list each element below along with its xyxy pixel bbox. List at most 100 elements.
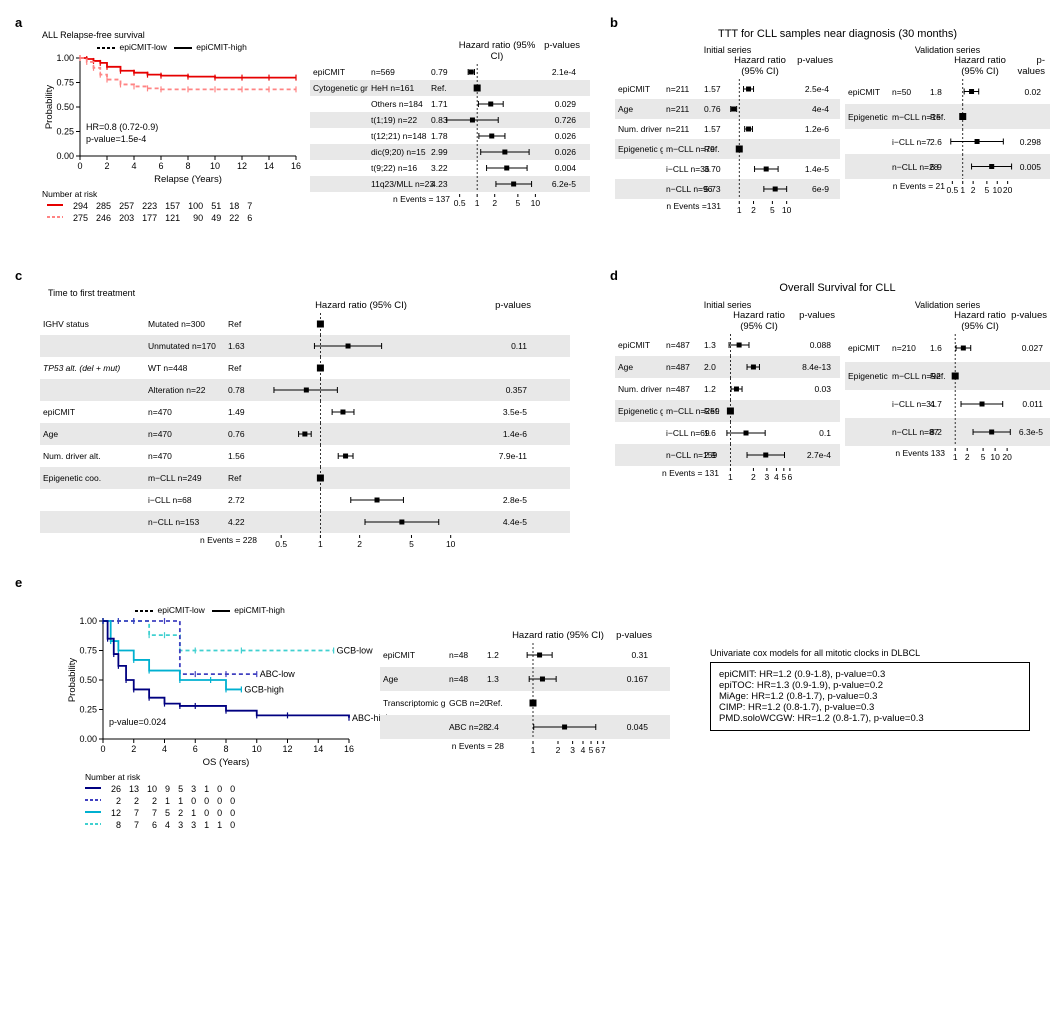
svg-text:1: 1 <box>728 472 733 482</box>
panel-b-validation: Validation series Hazard ratio (95% CI)p… <box>845 45 1050 197</box>
svg-text:0.75: 0.75 <box>56 78 74 88</box>
legend-low-e: epiCMIT-low <box>158 605 205 615</box>
panel-c: c <box>15 268 22 283</box>
svg-text:0.25: 0.25 <box>79 705 97 715</box>
km-legend-e: epiCMIT-low epiCMIT-high <box>65 605 355 615</box>
svg-text:2: 2 <box>357 539 362 549</box>
svg-text:6: 6 <box>193 744 198 754</box>
forest-row: Agen=2110.764e-4 <box>615 99 840 119</box>
svg-text:10: 10 <box>993 185 1003 195</box>
panel-b: b <box>610 15 618 30</box>
legend-high-a: epiCMIT-high <box>196 42 247 52</box>
panel-c-forest: Time to first treatment Hazard ratio (95… <box>40 288 570 551</box>
forest-row: Epigenetic groupm−CLL n=92Ref. <box>845 362 1050 390</box>
forest-row: Num. driver alt.n=2111.571.2e-6 <box>615 119 840 139</box>
forest-row: Transcriptomic groupGCB n=20Ref. <box>380 691 670 715</box>
svg-text:8: 8 <box>185 161 190 171</box>
b-initial-title: Initial series <box>615 45 840 55</box>
forest-row: Num. driver alt.n=4871.20.03 <box>615 378 840 400</box>
forest-row: n−CLL n=965.736e-9 <box>615 179 840 199</box>
svg-text:OS (Years): OS (Years) <box>203 757 250 768</box>
b-validation-title: Validation series <box>845 45 1050 55</box>
svg-text:3: 3 <box>765 472 770 482</box>
svg-text:5: 5 <box>770 205 775 215</box>
svg-text:1: 1 <box>475 198 480 208</box>
panel-label-b: b <box>610 15 618 30</box>
forest-row: Alteration n=220.780.357 <box>40 379 570 401</box>
d-validation-title: Validation series <box>845 300 1050 310</box>
svg-text:10: 10 <box>782 205 792 215</box>
panel-e-forest: Hazard ratio (95% CI)p-valuesepiCMITn=48… <box>380 630 670 757</box>
forest-row: epiCMITn=5690.792.1e-4 <box>310 64 590 80</box>
panel-a-forest: Hazard ratio (95% CI)p-valuesepiCMITn=56… <box>310 40 590 210</box>
title-c: Time to first treatment <box>48 288 570 298</box>
svg-text:5: 5 <box>589 745 594 755</box>
nar-label-e: Number at risk <box>85 772 355 782</box>
svg-text:Probability: Probability <box>67 658 78 703</box>
forest-c: Hazard ratio (95% CI)p-valuesIGHV status… <box>40 300 570 551</box>
forest-row: epiCMITn=501.80.02 <box>845 79 1050 104</box>
panel-e: e <box>15 575 22 590</box>
panel-a: a <box>15 15 22 30</box>
forest-row: ABC n=282.40.045 <box>380 715 670 739</box>
nar-table-a: 2942852572231571005118727524620317712190… <box>42 199 257 225</box>
forest-row: t(9;22) n=163.220.004 <box>310 160 590 176</box>
svg-text:Relapse (Years): Relapse (Years) <box>154 174 222 185</box>
svg-text:1.00: 1.00 <box>56 53 74 63</box>
forest-row: epiCMITn=2111.572.5e-4 <box>615 79 840 99</box>
forest-row: i−CLL n=363.701.4e-5 <box>615 159 840 179</box>
svg-text:5: 5 <box>781 472 786 482</box>
svg-text:Probability: Probability <box>44 85 55 130</box>
svg-text:10: 10 <box>531 198 541 208</box>
svg-text:GCB-low: GCB-low <box>337 646 374 656</box>
forest-row: Epigenetic groupm−CLL n=79Ref. <box>615 139 840 159</box>
forest-row: epiCMITn=481.20.31 <box>380 643 670 667</box>
svg-text:5: 5 <box>981 452 986 462</box>
forest-row: i−CLL n=682.722.8e-5 <box>40 489 570 511</box>
svg-text:0.00: 0.00 <box>79 734 97 744</box>
svg-text:5: 5 <box>409 539 414 549</box>
nar-table-e: 2613109531002221100001277521000876433110 <box>80 782 240 832</box>
svg-text:0.75: 0.75 <box>79 646 97 656</box>
svg-text:2: 2 <box>556 745 561 755</box>
cox-line: MiAge: HR=1.2 (0.8-1.7), p-value=0.3 <box>719 691 1021 702</box>
svg-text:0.5: 0.5 <box>275 539 287 549</box>
forest-row: n−CLL n=1534.224.4e-5 <box>40 511 570 533</box>
panel-label-e: e <box>15 575 22 590</box>
svg-text:2: 2 <box>751 205 756 215</box>
svg-text:6: 6 <box>788 472 793 482</box>
forest-e: Hazard ratio (95% CI)p-valuesepiCMITn=48… <box>380 630 670 757</box>
svg-text:10: 10 <box>252 744 262 754</box>
legend-high-e: epiCMIT-high <box>234 605 285 615</box>
forest-b-initial: Hazard ratio (95% CI)p-valuesepiCMITn=21… <box>615 55 840 217</box>
panel-d: d <box>610 268 618 283</box>
svg-text:0: 0 <box>77 161 82 171</box>
svg-text:1: 1 <box>318 539 323 549</box>
svg-text:0.25: 0.25 <box>56 127 74 137</box>
svg-text:1: 1 <box>960 185 965 195</box>
panel-b-initial: Initial series Hazard ratio (95% CI)p-va… <box>615 45 840 217</box>
forest-row: TP53 alt. (del + mut)WT n=448Ref <box>40 357 570 379</box>
svg-text:0.5: 0.5 <box>454 198 466 208</box>
forest-row: t(1;19) n=220.830.726 <box>310 112 590 128</box>
km-plot-a: 02468101214160.000.250.500.751.00Relapse… <box>42 54 302 184</box>
svg-text:20: 20 <box>1003 185 1013 195</box>
svg-text:6: 6 <box>158 161 163 171</box>
svg-text:2: 2 <box>131 744 136 754</box>
panel-b-title: TTT for CLL samples near diagnosis (30 m… <box>630 28 1045 40</box>
forest-row: Epigenetic groupm−CLL n=259Ref. <box>615 400 840 422</box>
svg-text:16: 16 <box>344 744 354 754</box>
svg-text:2: 2 <box>751 472 756 482</box>
forest-d-validation: Hazard ratio (95% CI)p-valuesepiCMITn=21… <box>845 310 1050 464</box>
forest-row: epiCMITn=4871.30.088 <box>615 334 840 356</box>
svg-text:4: 4 <box>131 161 136 171</box>
forest-row: Others n=1841.710.029 <box>310 96 590 112</box>
forest-row: i−CLL n=691.60.1 <box>615 422 840 444</box>
forest-row: n−CLL n=878.26.3e-5 <box>845 418 1050 446</box>
svg-text:5: 5 <box>985 185 990 195</box>
forest-row: 11q23/MLL n=234.236.2e-5 <box>310 176 590 192</box>
svg-text:4: 4 <box>162 744 167 754</box>
svg-text:1: 1 <box>737 205 742 215</box>
forest-row: Agen=4700.761.4e-6 <box>40 423 570 445</box>
svg-text:10: 10 <box>446 539 456 549</box>
